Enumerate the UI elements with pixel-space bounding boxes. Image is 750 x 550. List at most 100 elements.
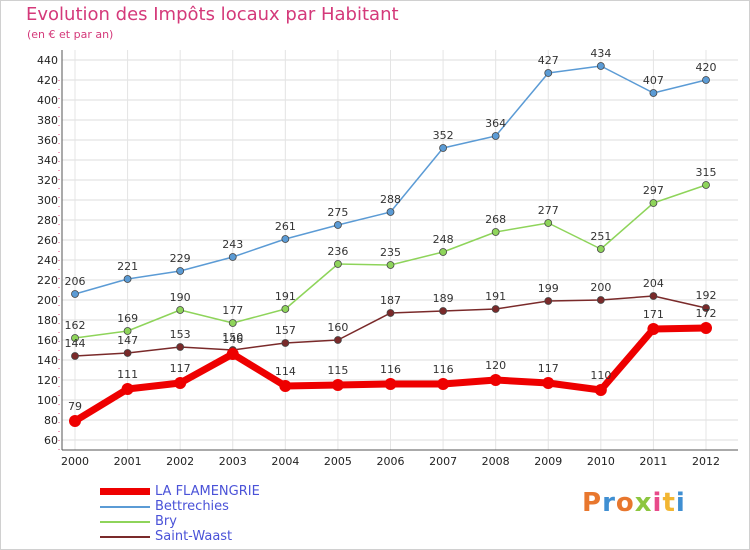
data-label: 235: [380, 246, 401, 259]
data-point: [331, 379, 344, 391]
data-label: 277: [538, 204, 559, 217]
legend-label: Bettrechies: [155, 499, 229, 514]
data-point: [544, 219, 553, 227]
data-point: [649, 89, 658, 97]
data-label: 147: [117, 334, 138, 347]
logo-letter: i: [675, 488, 686, 518]
y-tick-label: 120: [37, 374, 58, 387]
logo-letter: t: [662, 488, 676, 518]
data-point: [491, 132, 500, 140]
y-tick-label: 340: [37, 154, 58, 167]
y-tick-label: 80: [44, 414, 58, 427]
data-label: 116: [380, 363, 401, 376]
data-point: [228, 319, 237, 327]
y-tick-label: 200: [37, 294, 58, 307]
data-point: [281, 339, 290, 347]
x-tick-label: 2012: [692, 455, 720, 468]
data-label: 297: [643, 184, 664, 197]
data-label: 275: [327, 206, 348, 219]
data-point: [384, 378, 397, 390]
legend-label: Saint-Waast: [155, 529, 233, 544]
y-tick-label: 180: [37, 314, 58, 327]
data-point: [439, 248, 447, 256]
x-tick-label: 2002: [166, 455, 194, 468]
y-tick-label: 220: [37, 274, 58, 287]
y-tick-label: 60: [44, 434, 58, 447]
data-label: 192: [696, 289, 717, 302]
logo-letter: i: [652, 488, 663, 518]
legend-swatch: [100, 536, 150, 538]
logo-letter: x: [634, 488, 653, 518]
data-point: [121, 383, 134, 395]
data-point: [702, 181, 710, 189]
data-label: 144: [65, 337, 86, 350]
data-label: 114: [275, 365, 296, 378]
data-point: [281, 235, 290, 243]
data-point: [334, 260, 342, 268]
data-label: 364: [485, 117, 506, 130]
data-label: 200: [590, 281, 611, 294]
data-label: 157: [275, 324, 296, 337]
data-label: 120: [485, 359, 506, 372]
data-point: [228, 253, 237, 261]
data-point: [174, 377, 187, 389]
y-tick-label: 260: [37, 234, 58, 247]
y-tick-label: 400: [37, 94, 58, 107]
y-tick-label: 280: [37, 214, 58, 227]
data-point: [334, 336, 342, 344]
y-tick-label: 300: [37, 194, 58, 207]
data-point: [489, 374, 502, 386]
data-label: 146: [222, 333, 243, 346]
y-tick-label: 160: [37, 334, 58, 347]
x-tick-label: 2006: [377, 455, 405, 468]
x-tick-label: 2000: [61, 455, 89, 468]
data-point: [439, 307, 447, 315]
x-tick-label: 2011: [639, 455, 667, 468]
data-point: [123, 327, 132, 335]
data-label: 243: [222, 238, 243, 251]
data-point: [71, 352, 79, 360]
data-point: [596, 296, 605, 304]
data-point: [542, 377, 555, 389]
data-point: [226, 348, 239, 360]
data-label: 427: [538, 54, 559, 67]
data-label: 115: [327, 364, 348, 377]
y-tick-label: 320: [37, 174, 58, 187]
data-label: 434: [590, 47, 611, 60]
data-point: [69, 415, 81, 427]
data-label: 79: [68, 400, 82, 413]
data-label: 268: [485, 213, 506, 226]
data-point: [491, 228, 500, 236]
data-point: [491, 305, 500, 313]
data-label: 171: [643, 308, 664, 321]
data-point: [700, 322, 712, 334]
y-tick-label: 440: [37, 54, 58, 67]
data-label: 204: [643, 277, 664, 290]
x-tick-label: 2008: [482, 455, 510, 468]
y-tick-label: 100: [37, 394, 58, 407]
data-label: 169: [117, 312, 138, 325]
data-label: 111: [117, 368, 138, 381]
x-tick-label: 2007: [429, 455, 457, 468]
data-point: [649, 292, 658, 300]
logo-letter: P: [582, 488, 603, 518]
data-point: [71, 290, 79, 298]
data-label: 150: [222, 331, 243, 344]
data-label: 153: [170, 328, 191, 341]
data-point: [386, 208, 395, 216]
data-point: [544, 297, 553, 305]
data-point: [439, 144, 447, 152]
x-tick-label: 2005: [324, 455, 352, 468]
x-tick-label: 2003: [219, 455, 247, 468]
x-tick-label: 2009: [534, 455, 562, 468]
data-label: 288: [380, 193, 401, 206]
data-label: 189: [433, 292, 454, 305]
chart-subtitle: (en € et par an): [27, 28, 114, 41]
data-point: [649, 199, 658, 207]
y-tick-label: 140: [37, 354, 58, 367]
x-tick-label: 2001: [114, 455, 142, 468]
data-label: 117: [170, 362, 191, 375]
data-point: [123, 275, 132, 283]
proxiti-logo: Proxiti: [582, 488, 686, 518]
data-point: [281, 305, 290, 313]
